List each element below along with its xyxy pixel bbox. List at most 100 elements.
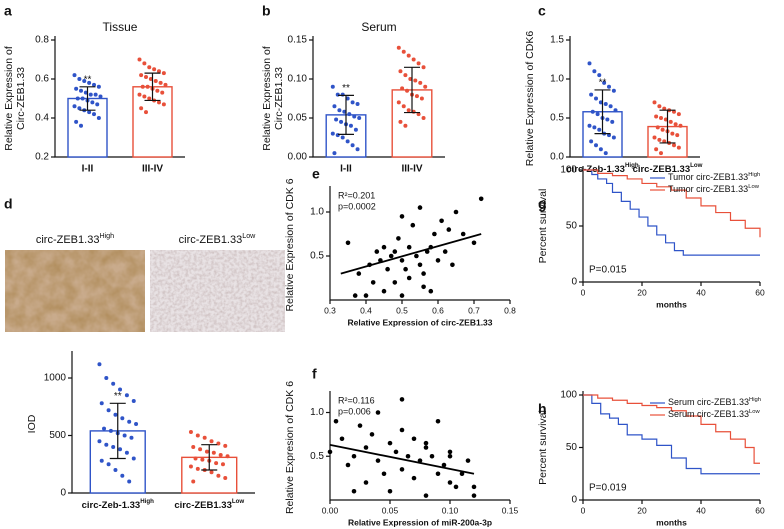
- data-point: [95, 102, 100, 107]
- data-point: [335, 133, 340, 138]
- data-point: [158, 80, 163, 85]
- data-point: [188, 464, 193, 469]
- data-point: [118, 447, 123, 452]
- legend-label: Tumor circ-ZEB1.33Low: [668, 184, 760, 195]
- data-point: [129, 435, 134, 440]
- data-point: [352, 293, 358, 298]
- x-tick-label: 60: [755, 287, 765, 297]
- data-point: [370, 280, 376, 285]
- data-point: [348, 123, 353, 128]
- data-point: [603, 101, 608, 106]
- y-tick-label: 1.5: [550, 35, 564, 46]
- data-point: [471, 493, 477, 498]
- data-point: [398, 69, 403, 74]
- legend-label-sup: High: [748, 172, 760, 178]
- error-bar: [144, 72, 161, 102]
- significance: **: [84, 74, 92, 85]
- data-point: [363, 293, 369, 298]
- data-point: [670, 131, 675, 136]
- data-point: [96, 84, 101, 89]
- x-tick-label-main: circ-Zeb-1.33: [566, 164, 625, 175]
- data-point: [419, 96, 424, 101]
- panel-label: e: [312, 166, 320, 182]
- data-point: [453, 484, 459, 490]
- data-point: [421, 284, 426, 290]
- legend-label-sup: Low: [749, 409, 761, 415]
- data-point: [147, 65, 152, 70]
- data-point: [97, 362, 102, 367]
- x-tick-label: 0.15: [502, 505, 519, 515]
- data-point: [398, 119, 403, 124]
- data-point: [83, 90, 88, 95]
- data-point: [663, 117, 668, 122]
- y-tick-label: 50: [566, 442, 578, 453]
- data-point: [77, 77, 82, 81]
- data-point: [131, 399, 136, 403]
- data-point: [605, 117, 610, 122]
- y-tick-label: 0.2: [35, 152, 49, 163]
- data-point: [414, 94, 419, 99]
- data-point: [659, 116, 663, 120]
- x-tick-label: circ-Zeb-1.33High: [82, 498, 155, 511]
- data-point: [410, 222, 416, 228]
- data-point: [127, 419, 132, 424]
- data-point: [214, 461, 219, 466]
- y-tick-label: 0.8: [35, 35, 49, 46]
- data-point: [139, 106, 144, 111]
- fit-line: [329, 443, 475, 475]
- data-point: [417, 205, 423, 210]
- data-point: [353, 127, 358, 132]
- data-point: [439, 218, 444, 224]
- legend-label-main: Serum circ-ZEB1.33: [668, 409, 749, 419]
- legend-label: Tumor circ-ZEB1.33High: [668, 172, 760, 183]
- x-axis-label: Relative Expression of circ-ZEB1.33: [347, 317, 492, 327]
- x-tick-label-sup: Low: [232, 498, 245, 505]
- survival-curve: [583, 169, 760, 256]
- y-tick-label: 0.15: [288, 35, 308, 46]
- bar: [181, 456, 238, 494]
- data-point: [145, 84, 150, 89]
- data-point: [611, 88, 616, 93]
- legend-label-main: Serum circ-ZEB1.33: [668, 397, 749, 407]
- annotation: R²=0.116: [338, 395, 375, 405]
- data-point: [333, 418, 339, 424]
- data-point: [411, 475, 417, 481]
- data-point: [403, 123, 408, 128]
- data-point: [157, 69, 161, 74]
- data-point: [668, 119, 673, 124]
- data-point: [74, 86, 79, 91]
- x-tick-label: 40: [696, 287, 706, 297]
- data-point: [399, 214, 405, 219]
- data-point: [408, 77, 413, 81]
- y-axis-label: Relative Expression of: [261, 46, 273, 151]
- x-tick-label: 0.8: [504, 305, 516, 315]
- data-point: [676, 112, 681, 117]
- data-point: [337, 108, 342, 113]
- legend-label: Serum circ-ZEB1.33High: [668, 397, 761, 408]
- data-point: [603, 151, 608, 156]
- data-point: [460, 231, 466, 237]
- y-tick-label: 50: [566, 221, 578, 232]
- data-point: [363, 480, 369, 485]
- data-point: [191, 445, 196, 449]
- data-point: [608, 104, 613, 109]
- annotation: R²=0.201: [338, 190, 375, 200]
- y-tick-label: 0.4: [35, 113, 49, 124]
- data-point: [223, 443, 228, 448]
- data-point: [142, 94, 147, 99]
- data-point: [399, 397, 405, 402]
- data-point: [351, 453, 357, 459]
- data-point: [209, 470, 214, 475]
- data-point: [659, 151, 663, 156]
- y-tick-label: 0.5: [310, 251, 324, 262]
- annotation: P=0.019: [589, 483, 627, 494]
- data-point: [330, 84, 335, 89]
- data-point: [387, 440, 393, 446]
- data-point: [421, 271, 426, 276]
- data-point: [79, 88, 83, 93]
- data-point: [157, 100, 161, 105]
- data-point: [471, 484, 477, 490]
- data-point: [465, 458, 471, 463]
- data-point: [406, 108, 411, 113]
- data-point: [218, 453, 223, 458]
